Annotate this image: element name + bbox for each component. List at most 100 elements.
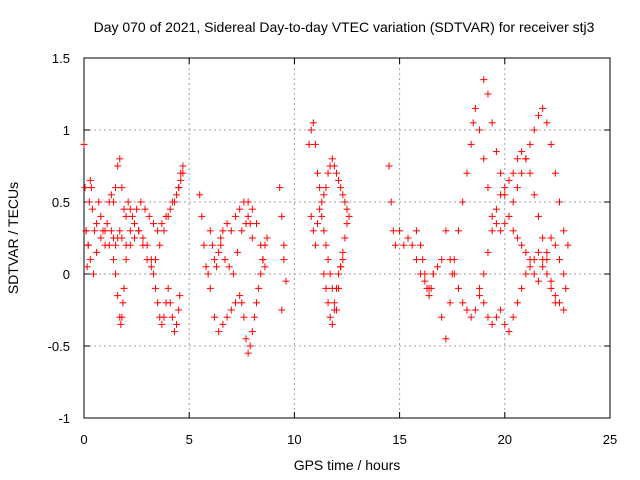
data-point	[484, 248, 492, 256]
data-point	[257, 241, 265, 249]
data-point	[103, 220, 111, 228]
data-point	[339, 248, 347, 256]
data-point	[513, 299, 521, 307]
data-point	[215, 328, 223, 336]
data-point	[149, 220, 157, 228]
data-point	[168, 313, 176, 321]
data-point	[236, 292, 244, 300]
data-point	[328, 155, 336, 163]
data-point	[421, 270, 429, 278]
data-point	[467, 313, 475, 321]
data-point	[518, 241, 526, 249]
data-point	[204, 270, 212, 278]
data-point	[320, 227, 328, 235]
data-point	[509, 313, 517, 321]
data-point	[501, 191, 509, 199]
data-point	[263, 234, 271, 242]
data-point	[551, 241, 559, 249]
data-point	[219, 320, 227, 328]
data-point	[139, 234, 147, 242]
data-point	[421, 277, 429, 285]
data-point	[210, 313, 218, 321]
data-point	[396, 227, 404, 235]
data-point	[341, 234, 349, 242]
data-point	[112, 241, 120, 249]
data-point	[484, 313, 492, 321]
data-point	[91, 227, 99, 235]
data-point	[309, 227, 317, 235]
data-point	[120, 284, 128, 292]
x-axis-label: GPS time / hours	[294, 457, 401, 473]
data-point	[120, 205, 128, 213]
data-point	[564, 241, 572, 249]
data-point	[539, 256, 547, 264]
data-point	[314, 169, 322, 177]
y-tick-label: 0	[63, 267, 70, 282]
x-tick-label: 0	[80, 432, 87, 447]
data-point	[82, 227, 90, 235]
data-point	[467, 140, 475, 148]
data-point	[248, 205, 256, 213]
data-point	[330, 162, 338, 170]
data-point	[118, 234, 126, 242]
data-point	[253, 220, 261, 228]
data-point	[343, 220, 351, 228]
x-tick-label: 15	[392, 432, 406, 447]
data-point	[210, 256, 218, 264]
data-point	[385, 162, 393, 170]
data-point	[400, 241, 408, 249]
data-point	[156, 241, 164, 249]
data-point	[480, 270, 488, 278]
data-point	[518, 284, 526, 292]
data-point	[324, 299, 332, 307]
data-point	[117, 320, 125, 328]
data-point	[328, 320, 336, 328]
data-point	[280, 241, 288, 249]
data-point	[492, 148, 500, 156]
data-point	[246, 220, 254, 228]
data-point	[89, 270, 97, 278]
data-point	[160, 227, 168, 235]
y-tick-label: -1	[58, 411, 70, 426]
data-point	[158, 220, 166, 228]
data-point	[122, 241, 130, 249]
data-point	[526, 169, 534, 177]
data-point	[166, 299, 174, 307]
data-point	[179, 169, 187, 177]
data-point	[389, 227, 397, 235]
data-point	[543, 248, 551, 256]
data-point	[497, 169, 505, 177]
data-point	[164, 212, 172, 220]
y-axis-label: SDTVAR / TECUs	[5, 182, 21, 294]
chart-title: Day 070 of 2021, Sidereal Day-to-day VTE…	[94, 19, 595, 35]
data-point	[501, 320, 509, 328]
data-point	[135, 227, 143, 235]
axis-ticks: 0 5 10 15 20 25 -1 -0.5 0 0.5 1 1.5	[48, 51, 618, 447]
data-point	[234, 248, 242, 256]
data-point	[330, 299, 338, 307]
data-point	[143, 241, 151, 249]
data-point	[119, 299, 127, 307]
data-point	[404, 234, 412, 242]
data-point	[492, 313, 500, 321]
data-point	[484, 90, 492, 98]
data-point	[307, 126, 315, 134]
data-point	[322, 284, 330, 292]
data-point	[221, 256, 229, 264]
data-point	[114, 162, 122, 170]
data-point	[562, 284, 570, 292]
data-point	[97, 212, 105, 220]
data-points	[80, 76, 572, 357]
data-point	[442, 335, 450, 343]
y-tick-label: 0.5	[52, 195, 70, 210]
data-point	[122, 212, 130, 220]
data-point	[278, 306, 286, 314]
data-point	[282, 277, 290, 285]
data-point	[112, 270, 120, 278]
data-point	[223, 313, 231, 321]
data-point	[427, 284, 435, 292]
data-point	[326, 270, 334, 278]
y-tick-label: -0.5	[48, 339, 70, 354]
data-point	[539, 263, 547, 271]
data-point	[168, 198, 176, 206]
